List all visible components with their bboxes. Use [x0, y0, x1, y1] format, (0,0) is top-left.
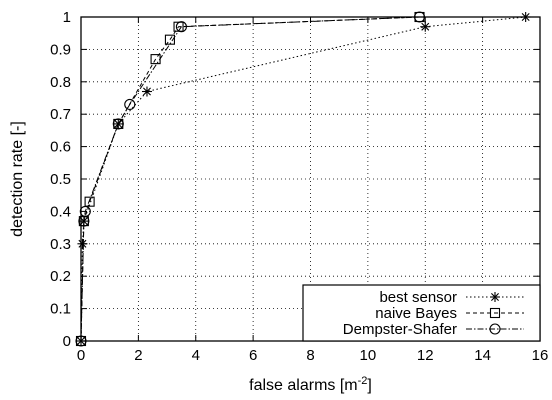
x-tick-label: 6 — [249, 347, 257, 364]
legend-marker — [489, 323, 501, 335]
x-axis-label-sup: -2 — [358, 375, 368, 387]
grid-lines — [81, 17, 540, 341]
data-point — [420, 21, 431, 32]
series-group — [75, 11, 531, 347]
legend-label: Dempster-Shafer — [343, 321, 457, 338]
legend-entry: naive Bayes — [375, 305, 524, 322]
x-tick-label: 16 — [532, 347, 549, 364]
y-tick-label: 0 — [63, 333, 71, 350]
data-point — [77, 238, 88, 249]
y-tick-label: 0.2 — [50, 268, 71, 285]
data-point — [150, 54, 161, 65]
x-axis-label-end: ] — [367, 377, 371, 394]
y-tick-label: 0.4 — [50, 203, 71, 220]
data-point — [112, 118, 124, 130]
y-axis-ticks: 0 0.1 0.2 0.3 0.4 0.5 0.6 0.7 0.8 0.9 1 — [50, 9, 540, 350]
legend-box — [302, 284, 541, 342]
x-tick-label: 14 — [474, 347, 491, 364]
legend-entry: Dempster-Shafer — [343, 321, 524, 338]
y-tick-label: 0.6 — [50, 139, 71, 156]
data-point — [164, 34, 175, 45]
data-point — [141, 86, 152, 97]
y-tick-label: 1 — [63, 9, 71, 26]
x-tick-label: 2 — [134, 347, 142, 364]
series-line — [80, 16, 420, 342]
y-tick-label: 0.8 — [50, 74, 71, 91]
data-point — [175, 21, 187, 33]
y-tick-label: 0.3 — [50, 236, 71, 253]
legend-marker — [490, 292, 500, 302]
x-tick-label: 4 — [192, 347, 200, 364]
legend-marker — [489, 307, 501, 319]
y-axis-label: detection rate [-] — [9, 121, 26, 237]
x-tick-label: 10 — [360, 347, 377, 364]
legend-label: naive Bayes — [375, 305, 457, 322]
data-point — [79, 205, 91, 217]
data-point — [84, 196, 95, 207]
x-tick-label: 0 — [77, 347, 85, 364]
x-axis-label: false alarms [m-2] — [249, 375, 372, 394]
y-tick-label: 0.1 — [50, 301, 71, 318]
data-point — [124, 98, 136, 111]
x-tick-label: 12 — [417, 347, 434, 364]
x-tick-label: 8 — [306, 347, 314, 364]
legend-label: best sensor — [379, 289, 457, 306]
y-tick-label: 0.7 — [50, 106, 71, 123]
y-tick-label: 0.5 — [50, 171, 71, 188]
legend-entry: best sensor — [379, 289, 524, 306]
y-tick-label: 0.9 — [50, 41, 71, 58]
series-line — [80, 16, 420, 342]
x-axis-label-main: false alarms [m — [249, 377, 357, 394]
